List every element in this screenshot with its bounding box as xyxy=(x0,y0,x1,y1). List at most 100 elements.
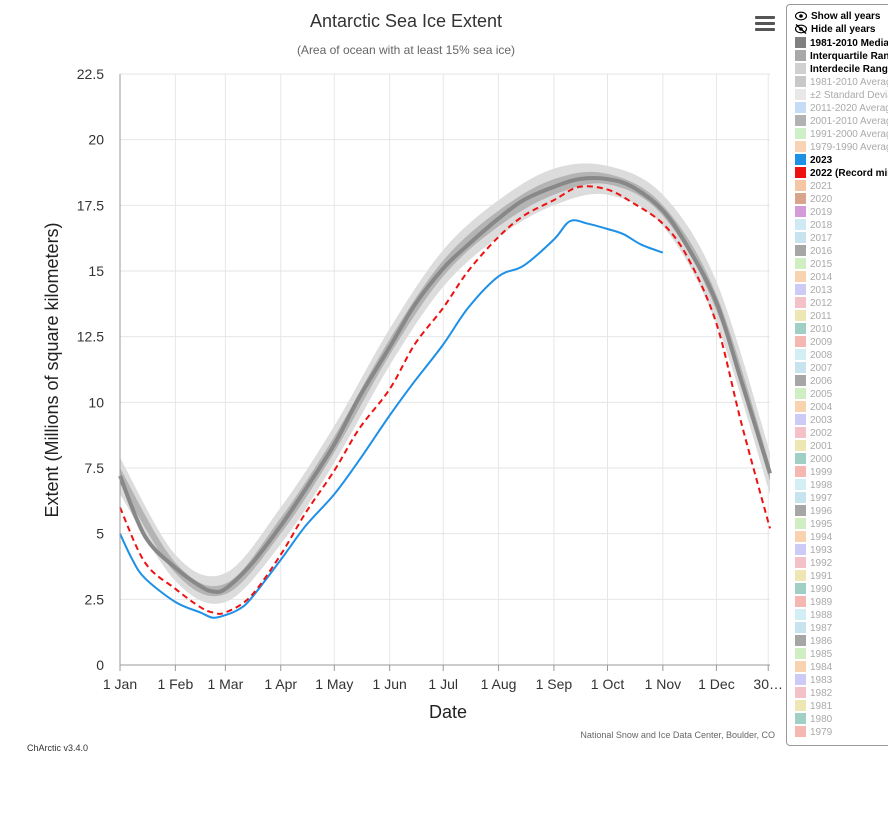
legend-item[interactable]: 1990 xyxy=(795,583,832,596)
legend-item[interactable]: 2000 xyxy=(795,453,832,466)
legend-item-label: 1982 xyxy=(810,688,833,699)
legend-item[interactable]: 2001-2010 Average xyxy=(795,115,888,128)
legend-item[interactable]: 1991-2000 Average xyxy=(795,128,888,141)
legend-swatch xyxy=(795,661,806,672)
show-all-years-button[interactable]: Show all years xyxy=(794,11,881,22)
legend-swatch xyxy=(795,414,806,425)
legend-item[interactable]: 2002 xyxy=(795,427,832,440)
legend-item-label: 1980 xyxy=(810,714,833,725)
legend-item[interactable]: 1995 xyxy=(795,518,832,531)
eye-icon xyxy=(794,11,808,21)
legend-item[interactable]: 1987 xyxy=(795,622,832,635)
series-lines xyxy=(118,176,772,619)
legend-item[interactable]: 1979-1990 Average xyxy=(795,141,888,154)
legend-item[interactable]: 1984 xyxy=(795,661,832,674)
legend-item[interactable]: 1986 xyxy=(795,635,832,648)
legend-swatch xyxy=(795,570,806,581)
legend-item[interactable]: 2022 (Record minimum) xyxy=(795,167,888,180)
legend-swatch xyxy=(795,427,806,438)
legend-item[interactable]: Interdecile Range xyxy=(795,63,888,76)
legend-item[interactable]: 1985 xyxy=(795,648,832,661)
legend-item[interactable]: 1993 xyxy=(795,544,832,557)
legend-item[interactable]: 1997 xyxy=(795,492,832,505)
legend-swatch xyxy=(795,50,806,61)
legend-item[interactable]: 2010 xyxy=(795,323,832,336)
legend-item-label: 1988 xyxy=(810,610,833,621)
x-tick-label: 1 Sep xyxy=(536,676,573,692)
legend-item[interactable]: 2011 xyxy=(795,310,832,323)
legend-item[interactable]: 2018 xyxy=(795,219,832,232)
legend-item-label: 2000 xyxy=(810,454,833,465)
legend-item[interactable]: 2023 xyxy=(795,154,832,167)
legend-item[interactable]: 2014 xyxy=(795,271,832,284)
legend-swatch xyxy=(795,635,806,646)
legend-item[interactable]: 2017 xyxy=(795,232,832,245)
legend-swatch xyxy=(795,63,806,74)
legend-item[interactable]: 2007 xyxy=(795,362,832,375)
legend-item-label: 1997 xyxy=(810,493,833,504)
legend-item[interactable]: 2015 xyxy=(795,258,832,271)
legend-item[interactable]: 1982 xyxy=(795,687,832,700)
legend-item[interactable]: 2020 xyxy=(795,193,832,206)
legend-item-label: 2003 xyxy=(810,415,833,426)
legend-item[interactable]: 2011-2020 Average xyxy=(795,102,888,115)
legend-item[interactable]: 1980 xyxy=(795,713,832,726)
legend-item[interactable]: 1992 xyxy=(795,557,832,570)
legend-item-label: 1981 xyxy=(810,701,833,712)
legend-item[interactable]: 1998 xyxy=(795,479,832,492)
legend-item-label: 1998 xyxy=(810,480,833,491)
legend-swatch xyxy=(795,102,806,113)
legend-item-label: 2018 xyxy=(810,220,833,231)
legend-item[interactable]: 1988 xyxy=(795,609,832,622)
legend-item[interactable]: 1981-2010 Median xyxy=(795,37,888,50)
hide-all-years-button[interactable]: Hide all years xyxy=(794,23,876,35)
show-all-label: Show all years xyxy=(811,11,881,22)
y-tick-label: 12.5 xyxy=(77,329,104,345)
legend-swatch xyxy=(795,128,806,139)
legend-item[interactable]: 1983 xyxy=(795,674,832,687)
legend-item[interactable]: 2006 xyxy=(795,375,832,388)
legend-swatch xyxy=(795,297,806,308)
legend-item[interactable]: 1979 xyxy=(795,726,832,739)
legend-item[interactable]: 1996 xyxy=(795,505,832,518)
legend-item[interactable]: ±2 Standard Deviation xyxy=(795,89,888,102)
legend-item[interactable]: 2005 xyxy=(795,388,832,401)
legend-swatch xyxy=(795,115,806,126)
y-tick-label: 17.5 xyxy=(77,197,104,213)
legend-item[interactable]: 1999 xyxy=(795,466,832,479)
x-tick-labels: 1 Jan 1 Feb 1 Mar 1 Apr 1 May 1 Jun 1 Jul 1 Aug… xyxy=(103,676,783,692)
legend-item[interactable]: 2003 xyxy=(795,414,832,427)
legend-item[interactable]: Interquartile Range xyxy=(795,50,888,63)
legend-item[interactable]: 1989 xyxy=(795,596,832,609)
legend-item[interactable]: 1981-2010 Average xyxy=(795,76,888,89)
legend-swatch xyxy=(795,583,806,594)
legend-swatch xyxy=(795,622,806,633)
legend-swatch xyxy=(795,479,806,490)
legend-item[interactable]: 1991 xyxy=(795,570,832,583)
legend-panel: Show all years Hide all years 1981-2010 … xyxy=(786,4,888,746)
legend-item[interactable]: 2012 xyxy=(795,297,832,310)
legend-item[interactable]: 2021 xyxy=(795,180,832,193)
hide-all-label: Hide all years xyxy=(811,24,876,35)
legend-swatch xyxy=(795,700,806,711)
legend-swatch xyxy=(795,375,806,386)
legend-item[interactable]: 2004 xyxy=(795,401,832,414)
legend-swatch xyxy=(795,232,806,243)
hamburger-icon[interactable] xyxy=(754,14,776,36)
legend-item[interactable]: 2009 xyxy=(795,336,832,349)
legend-item[interactable]: 2008 xyxy=(795,349,832,362)
legend-item-label: 2001 xyxy=(810,441,833,452)
legend-item[interactable]: 2019 xyxy=(795,206,832,219)
legend-item-label: 1981-2010 Average xyxy=(810,77,888,88)
legend-swatch xyxy=(795,609,806,620)
legend-swatch xyxy=(795,323,806,334)
legend-item[interactable]: 1994 xyxy=(795,531,832,544)
legend-item[interactable]: 1981 xyxy=(795,700,832,713)
x-tick-label: 1 Nov xyxy=(645,676,682,692)
legend-item-label: 2014 xyxy=(810,272,833,283)
legend-item-label: 1994 xyxy=(810,532,833,543)
legend-item[interactable]: 2013 xyxy=(795,284,832,297)
legend-item-label: 2002 xyxy=(810,428,833,439)
legend-item[interactable]: 2001 xyxy=(795,440,832,453)
legend-item[interactable]: 2016 xyxy=(795,245,832,258)
